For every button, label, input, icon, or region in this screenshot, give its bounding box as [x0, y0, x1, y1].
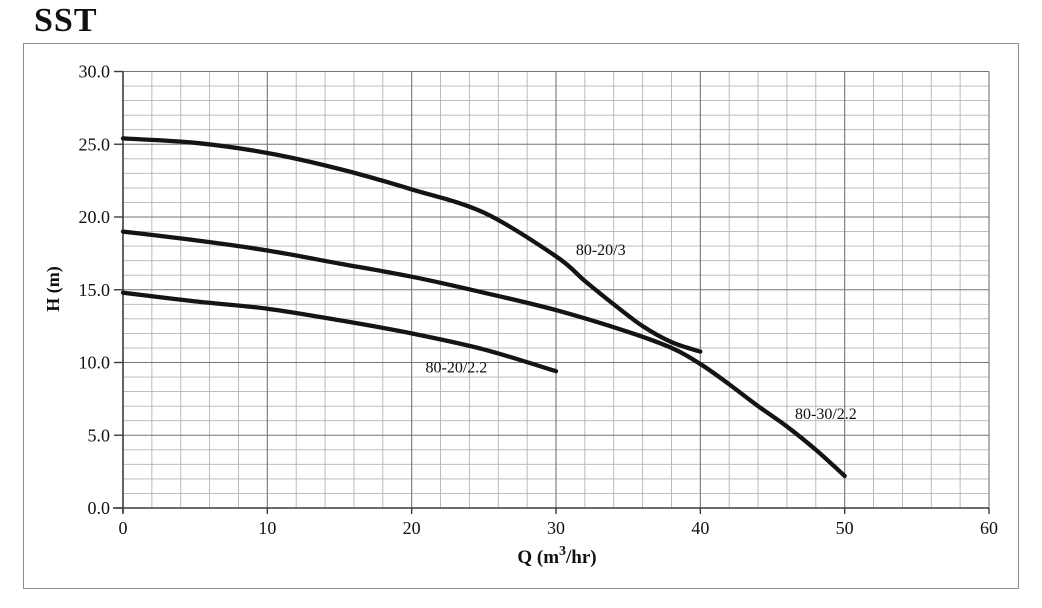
x-tick-label: 50: [836, 518, 854, 538]
y-tick-label: 25.0: [79, 134, 111, 154]
y-tick-label: 20.0: [79, 207, 111, 227]
curve-80-20-2-2: [120, 290, 559, 374]
y-tick-label: 15.0: [79, 280, 111, 300]
chart-frame: 0 10 20 30 40 50 60 0.0 5.0 10.0 15.0 20.0 25.0 30.0 H…: [23, 43, 1019, 589]
y-tick-label: 0.0: [88, 498, 111, 518]
curve-80-20-3: [120, 136, 703, 354]
x-tick-label: 0: [119, 518, 128, 538]
curve-label-80-20-3: 80-20/3: [576, 242, 626, 259]
y-tick-label: 30.0: [79, 62, 111, 82]
y-axis-title: H (m): [43, 266, 64, 311]
y-tick-label: 10.0: [79, 353, 111, 373]
y-tick-label: 5.0: [88, 425, 111, 445]
x-tick-label: 40: [691, 518, 709, 538]
page-title: SST: [34, 2, 98, 39]
pump-curve-chart: 0 10 20 30 40 50 60 0.0 5.0 10.0 15.0 20.0 25.0 30.0 H…: [43, 62, 998, 569]
curve-label-80-30-2-2: 80-30/2.2: [795, 406, 857, 423]
x-tick-label: 20: [403, 518, 421, 538]
curve-80-30-2-2: [120, 229, 847, 479]
x-axis-title: Q (m3/hr): [517, 544, 596, 568]
x-tick-label: 60: [980, 518, 998, 538]
x-tick-label: 30: [547, 518, 565, 538]
curve-label-80-20-2-2: 80-20/2.2: [426, 360, 488, 377]
x-tick-label: 10: [258, 518, 276, 538]
